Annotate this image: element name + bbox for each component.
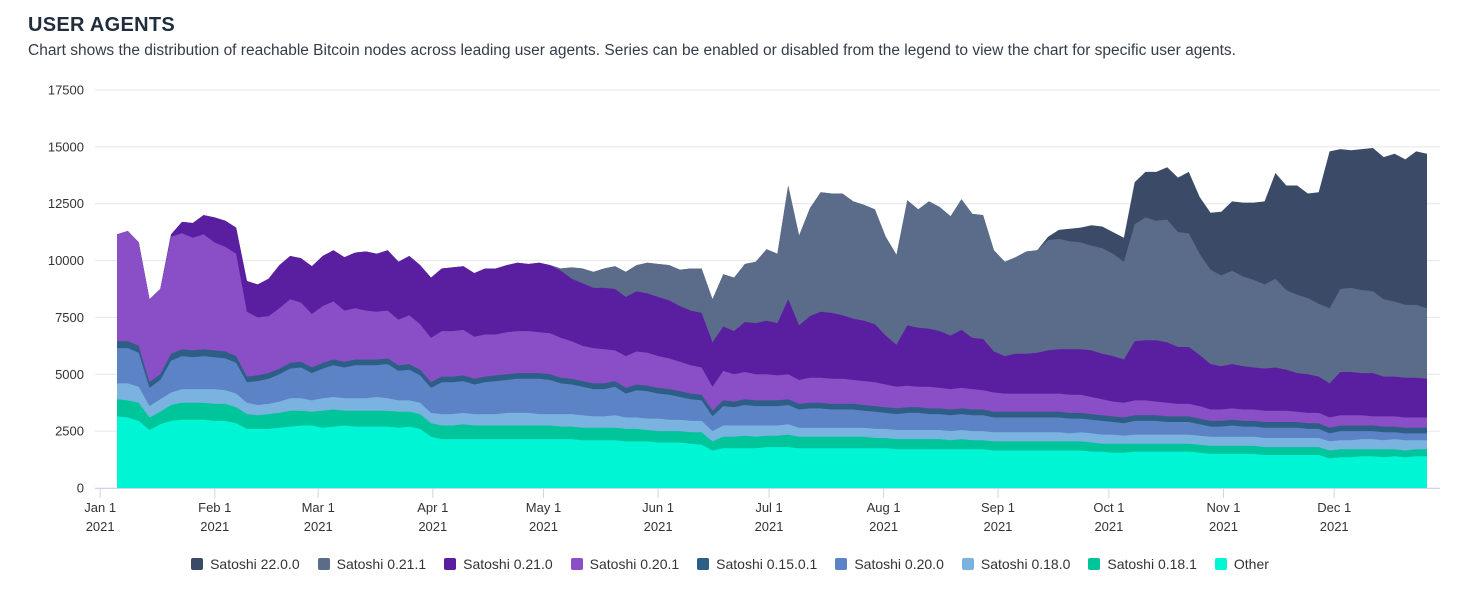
legend-label: Satoshi 0.18.0	[980, 556, 1071, 572]
legend-label: Other	[1233, 556, 1269, 572]
y-tick-label: 12500	[48, 196, 84, 211]
x-tick-label: Apr 1	[417, 500, 448, 515]
x-tick-label: Sep 1	[981, 500, 1015, 515]
x-tick-year: 2021	[755, 519, 784, 534]
legend-swatch	[570, 558, 583, 570]
x-tick-label: Nov 1	[1207, 500, 1241, 515]
x-tick-label: Jan 1	[84, 500, 116, 515]
legend-item-other[interactable]: Other	[1214, 556, 1269, 572]
x-tick-year: 2021	[86, 519, 115, 534]
y-tick-label: 10000	[48, 253, 84, 268]
x-tick-year: 2021	[1209, 519, 1238, 534]
y-tick-label: 5000	[55, 367, 84, 382]
legend-item-satoshi-0-21-0[interactable]: Satoshi 0.21.0	[444, 556, 553, 572]
legend: Satoshi 22.0.0 Satoshi 0.21.1 Satoshi 0.21…	[0, 556, 1460, 572]
x-tick-label: May 1	[526, 500, 561, 515]
x-tick-label: Jul 1	[755, 500, 782, 515]
legend-label: Satoshi 22.0.0	[210, 556, 300, 572]
x-tick-year: 2021	[869, 519, 898, 534]
x-tick-year: 2021	[418, 519, 447, 534]
legend-item-satoshi-0-15-0-1[interactable]: Satoshi 0.15.0.1	[697, 556, 817, 572]
x-tick-year: 2021	[1094, 519, 1123, 534]
legend-swatch	[961, 558, 974, 570]
legend-label: Satoshi 0.21.1	[336, 556, 427, 572]
y-axis: 0 2500 5000 7500 10000 12500 15000 17500	[48, 83, 84, 496]
y-tick-label: 17500	[48, 83, 84, 98]
legend-swatch	[697, 558, 710, 570]
legend-label: Satoshi 0.18.1	[1107, 556, 1197, 572]
x-axis: Jan 1 2021 Feb 1 2021 Mar 1 2021 Apr 1 2021 May …	[84, 488, 1440, 534]
area-series-other[interactable]	[117, 416, 1427, 488]
legend-item-satoshi-0-18-0[interactable]: Satoshi 0.18.0	[961, 556, 1071, 572]
legend-item-satoshi-0-20-1[interactable]: Satoshi 0.20.1	[570, 556, 680, 572]
legend-swatch	[191, 558, 204, 570]
x-tick-label: Dec 1	[1317, 500, 1351, 515]
x-tick-year: 2021	[304, 519, 333, 534]
legend-swatch	[444, 558, 457, 570]
legend-item-satoshi-0-21-1[interactable]: Satoshi 0.21.1	[317, 556, 427, 572]
area-chart: 0 2500 5000 7500 10000 12500 15000 17500 Jan 1 2…	[48, 83, 1440, 534]
legend-item-satoshi-0-18-1[interactable]: Satoshi 0.18.1	[1088, 556, 1197, 572]
y-tick-label: 7500	[55, 310, 84, 325]
x-tick-label: Feb 1	[198, 500, 231, 515]
legend-swatch	[317, 558, 330, 570]
x-tick-label: Oct 1	[1093, 500, 1124, 515]
area-series	[117, 148, 1427, 488]
legend-label: Satoshi 0.20.0	[854, 556, 944, 572]
x-tick-year: 2021	[983, 519, 1012, 534]
x-tick-year: 2021	[644, 519, 673, 534]
legend-label: Satoshi 0.21.0	[463, 556, 553, 572]
y-tick-label: 0	[77, 481, 84, 496]
legend-swatch	[1214, 558, 1227, 570]
x-tick-label: Jun 1	[642, 500, 674, 515]
y-tick-label: 2500	[55, 424, 84, 439]
legend-label: Satoshi 0.20.1	[589, 556, 680, 572]
legend-item-satoshi-22-0-0[interactable]: Satoshi 22.0.0	[191, 556, 300, 572]
chart-subtitle: Chart shows the distribution of reachabl…	[28, 42, 1236, 59]
x-tick-label: Mar 1	[302, 500, 335, 515]
x-tick-year: 2021	[200, 519, 229, 534]
legend-swatch	[835, 558, 848, 570]
legend-item-satoshi-0-20-0[interactable]: Satoshi 0.20.0	[835, 556, 944, 572]
legend-swatch	[1088, 558, 1101, 570]
chart-title: USER AGENTS	[28, 14, 176, 36]
x-tick-year: 2021	[1320, 519, 1349, 534]
legend-label: Satoshi 0.15.0.1	[716, 556, 818, 572]
x-tick-label: Aug 1	[867, 500, 901, 515]
x-tick-year: 2021	[529, 519, 558, 534]
y-tick-label: 15000	[48, 139, 84, 154]
